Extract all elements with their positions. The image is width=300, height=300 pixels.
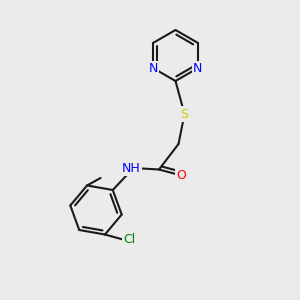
Text: S: S [181,107,188,121]
Text: NH: NH [122,161,140,175]
Text: Cl: Cl [124,233,136,246]
Text: O: O [177,169,186,182]
Text: N: N [149,62,158,75]
Text: N: N [193,62,202,75]
